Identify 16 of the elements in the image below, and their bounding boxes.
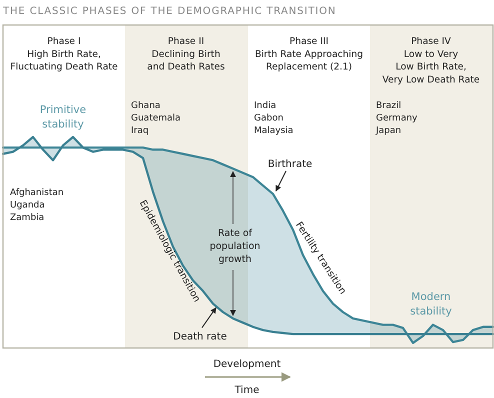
text: Phase IV Low to Very Low Birth Rate, Very Low Death Rate [382, 36, 480, 86]
x-axis-title: Development [213, 359, 281, 370]
annotation: Afghanistan Uganda Zambia [10, 188, 64, 223]
text: Phase II Declining Birth and Death Rates [147, 36, 225, 73]
text: Primitive stability [40, 104, 86, 130]
series-label: Death rate [173, 332, 227, 343]
text: Brazil Germany Japan [375, 101, 418, 136]
text: Phase III Birth Rate Approaching Replacement (2.1) [254, 36, 364, 73]
chart-title: THE CLASSIC PHASES OF THE DEMOGRAPHIC TRANSITION [2, 6, 336, 17]
annotation: Modern stability [410, 291, 452, 318]
series-label: Birthrate [268, 158, 312, 170]
text: India Gabon Malaysia [254, 101, 294, 136]
text: Ghana Guatemala Iraq [131, 101, 181, 136]
text: Time [234, 385, 260, 396]
text: Phase I High Birth Rate, Fluctuating Death Rate [10, 36, 118, 73]
annotation: Rate of population growth [210, 228, 260, 266]
